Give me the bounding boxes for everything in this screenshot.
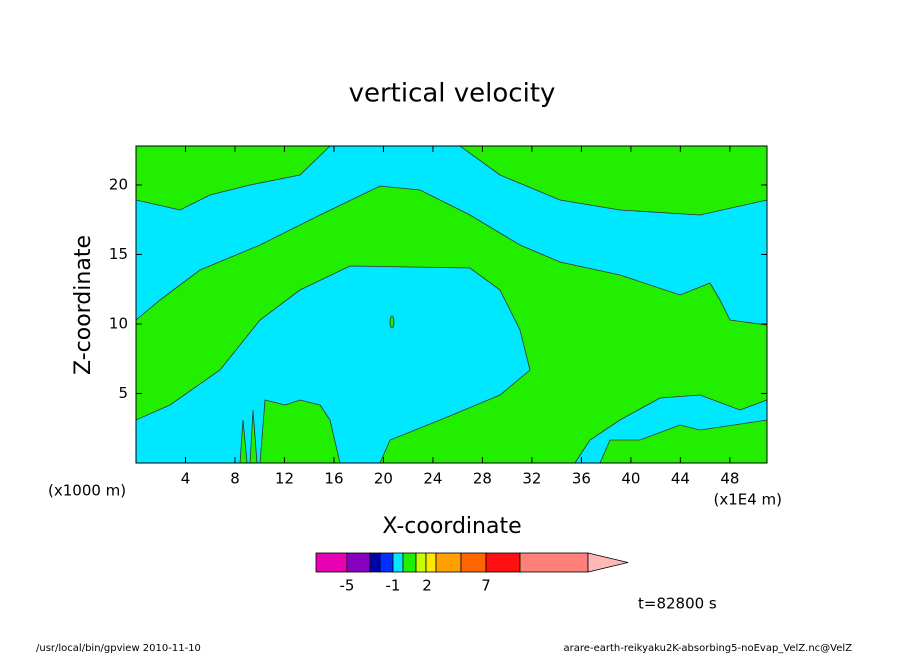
colorbar-label: -5 [340,577,355,595]
x-tick-label: 32 [522,470,541,488]
green-region [389,315,395,329]
colorbar-label: 7 [481,577,491,595]
y-tick-label: 15 [109,245,128,263]
x-tick-label: 20 [374,470,393,488]
footer-right: arare-earth-reikyaku2K-absorbing5-noEvap… [564,643,853,654]
x-tick-label: 24 [423,470,442,488]
colorbar-swatch [315,552,348,573]
y-tick-label: 5 [118,384,128,402]
y-tick-label: 10 [109,314,128,332]
x-tick-label: 12 [275,470,294,488]
green-region [136,185,767,463]
chart-title: vertical velocity [349,79,556,109]
x-tick-label: 48 [720,470,739,488]
x-tick-label: 40 [621,470,640,488]
colorbar-swatch [587,552,629,573]
green-region [259,399,341,463]
x-unit: (x1E4 m) [713,491,782,509]
colorbar-swatch [392,552,404,573]
green-region [599,419,767,463]
footer-left: /usr/local/bin/gpview 2010-11-10 [36,643,201,654]
contour-field [136,146,767,463]
x-tick-label: 28 [473,470,492,488]
colorbar-swatch [402,552,417,573]
x-tick-label: 44 [671,470,690,488]
plot-frame [135,145,768,464]
colorbar-swatch [369,552,381,573]
x-axis-label: X-coordinate [382,514,521,539]
green-region [459,146,767,216]
colorbar-swatch [435,552,462,573]
green-region [239,409,258,463]
colorbar-swatch [346,552,371,573]
y-tick-label: 20 [109,175,128,193]
colorbar-swatch [485,552,521,573]
y-unit: (x1000 m) [48,482,126,500]
colorbar-swatch [415,552,427,573]
colorbar-swatch [425,552,437,573]
x-tick-label: 4 [181,470,191,488]
green-region [136,146,331,211]
y-axis-label: Z-coordinate [71,235,96,375]
colorbar-swatch [460,552,487,573]
colorbar-label: 2 [422,577,432,595]
x-tick-label: 16 [324,470,343,488]
time-label: t=82800 s [638,595,717,613]
x-tick-label: 8 [230,470,240,488]
x-tick-label: 36 [572,470,591,488]
colorbar-label: -1 [386,577,401,595]
colorbar-swatch [519,552,589,573]
colorbar-swatch [379,552,394,573]
